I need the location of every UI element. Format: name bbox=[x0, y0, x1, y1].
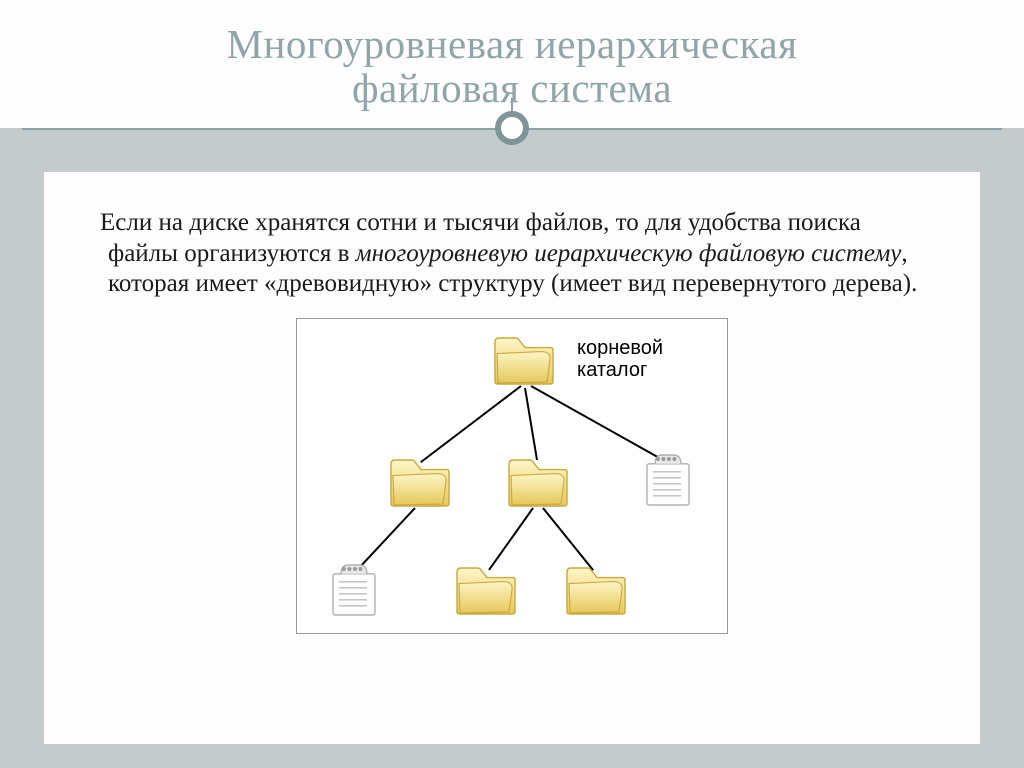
folder-icon bbox=[389, 459, 451, 512]
slide: Многоуровневая иерархическая файловая си… bbox=[0, 0, 1024, 768]
folder-icon bbox=[455, 567, 517, 620]
tree-edge bbox=[358, 507, 415, 568]
title-line-1: Многоуровневая иерархическая bbox=[227, 21, 798, 67]
file-icon bbox=[331, 563, 377, 622]
root-label: корневой каталог bbox=[577, 337, 663, 381]
tree-edge bbox=[542, 507, 594, 570]
folder-icon bbox=[565, 567, 627, 620]
tree-diagram: корневой каталог bbox=[296, 318, 728, 634]
folder-icon bbox=[493, 337, 555, 390]
slide-title: Многоуровневая иерархическая файловая си… bbox=[0, 22, 1024, 111]
body-paragraph: Если на диске хранятся сотни и тысячи фа… bbox=[100, 208, 924, 300]
folder-icon bbox=[507, 459, 569, 512]
content-card: Если на диске хранятся сотни и тысячи фа… bbox=[44, 172, 980, 744]
tree-edge bbox=[531, 385, 664, 461]
tree-edge bbox=[420, 385, 521, 463]
tree-edge bbox=[524, 387, 538, 459]
decoration-stem bbox=[511, 98, 513, 112]
tree-edge bbox=[488, 507, 534, 570]
ring-icon bbox=[495, 111, 529, 145]
file-icon bbox=[645, 453, 691, 512]
paragraph-italic: многоуровневую иерархическую файловую си… bbox=[356, 240, 902, 267]
